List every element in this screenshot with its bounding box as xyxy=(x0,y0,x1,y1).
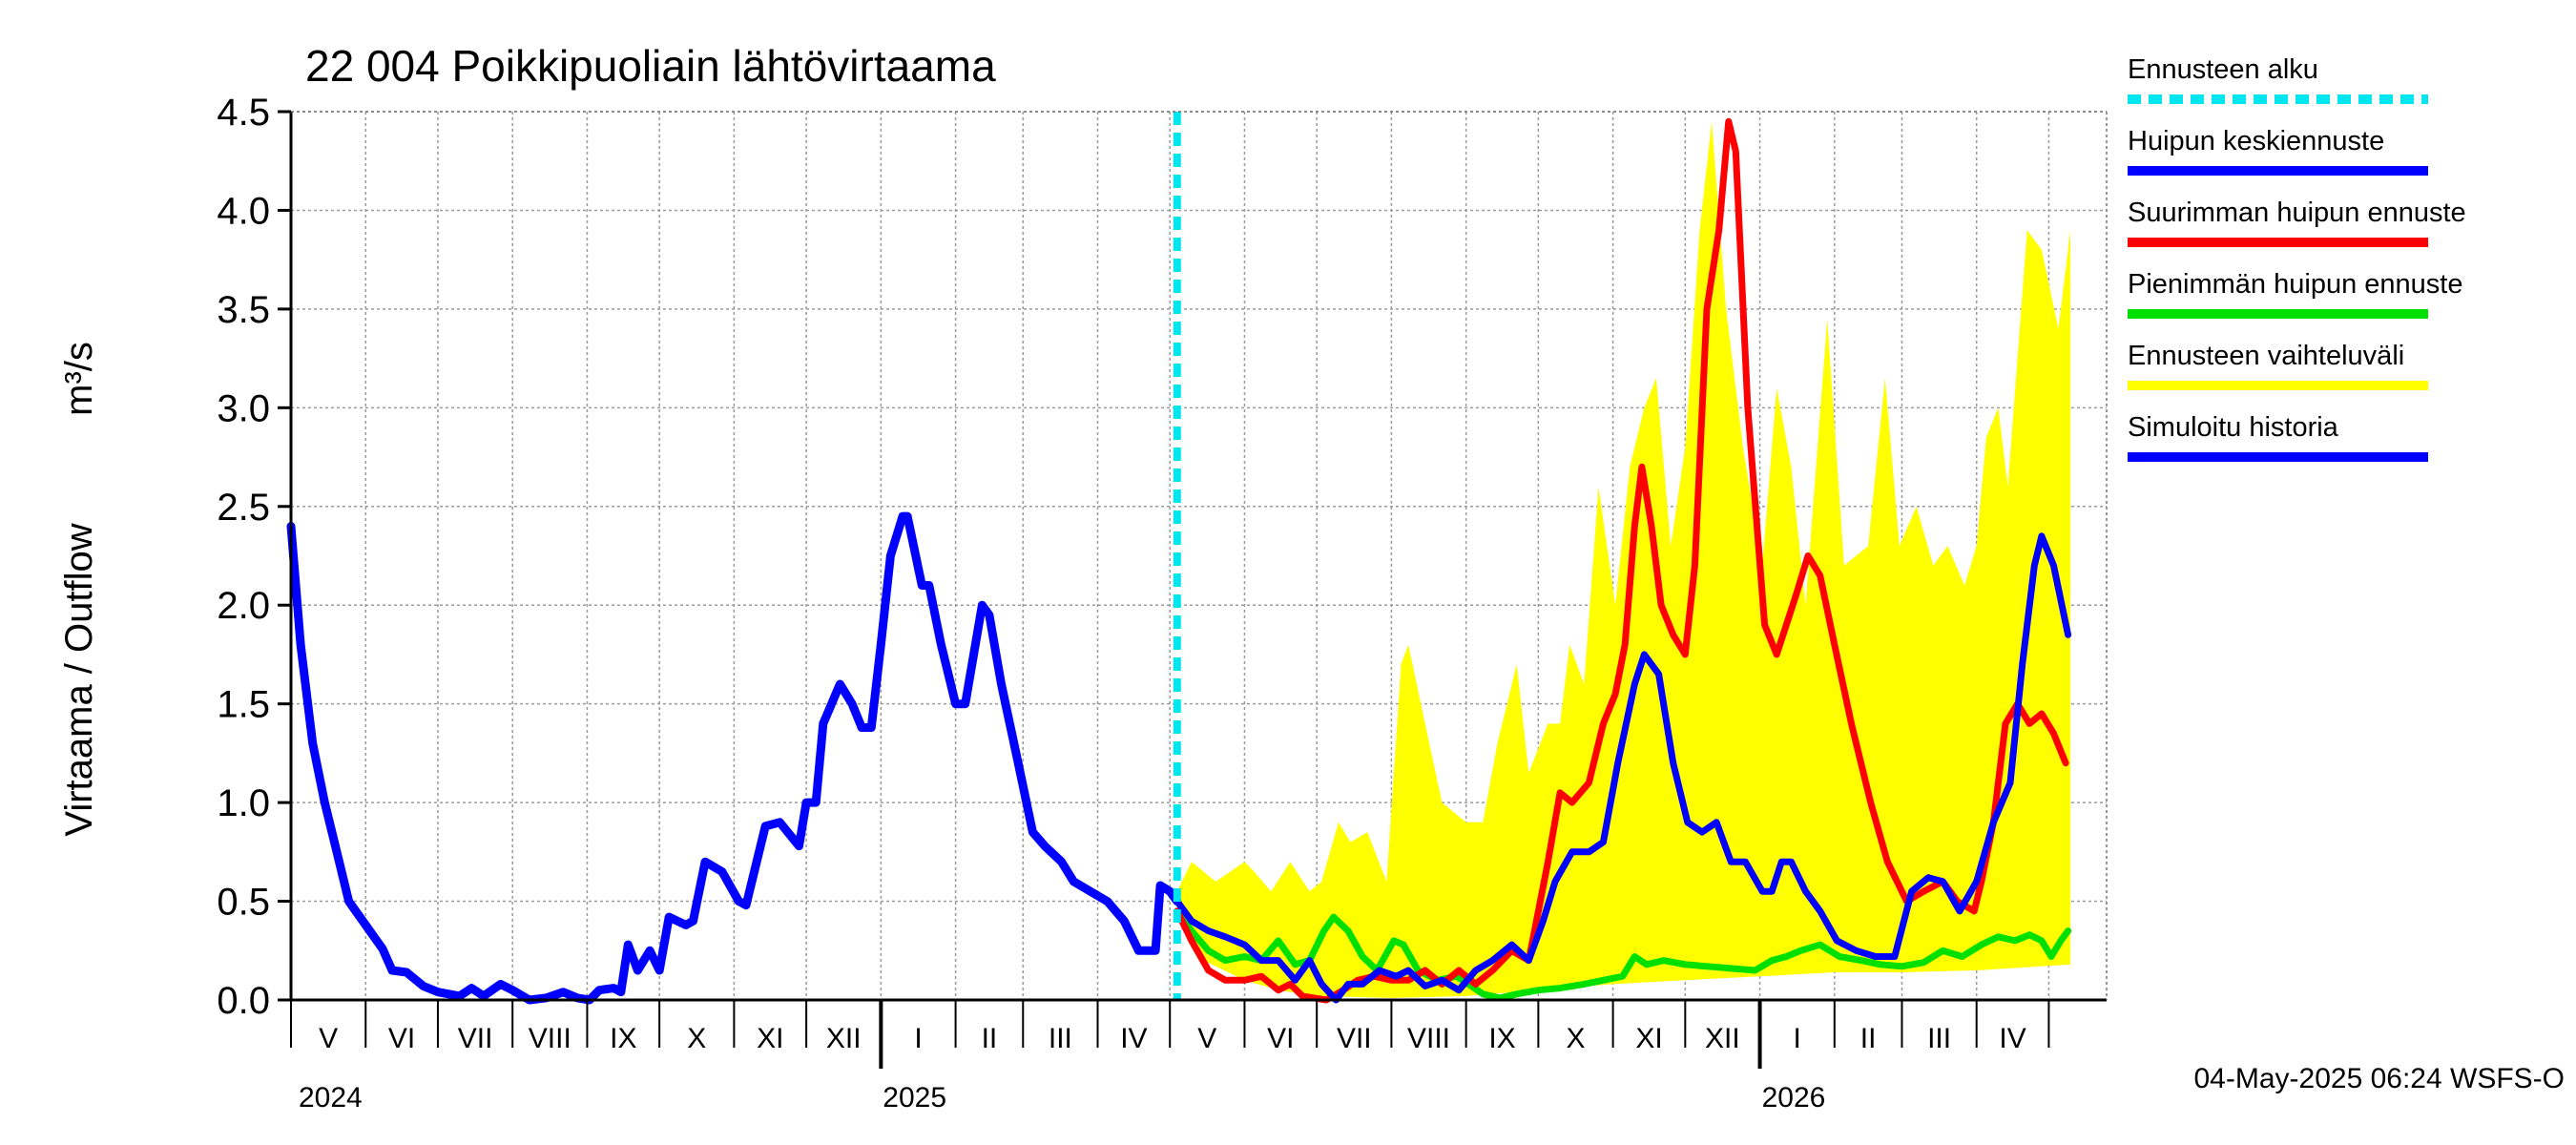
series-layer xyxy=(286,112,2072,1005)
legend-label: Ennusteen vaihteluväli xyxy=(2128,341,2404,371)
footer-timestamp: 04-May-2025 06:24 WSFS-O xyxy=(2194,1063,2566,1094)
x-month-label: XII xyxy=(826,1023,862,1054)
y-axis-label: Virtaama / Outflow xyxy=(58,523,100,836)
x-month-label: VIII xyxy=(1407,1023,1450,1054)
x-year-label: 2025 xyxy=(883,1082,946,1114)
series-min-forecast xyxy=(1174,907,2072,1002)
x-month-label: VI xyxy=(388,1023,415,1054)
x-month-label: IX xyxy=(610,1023,636,1054)
x-year-label: 2024 xyxy=(299,1082,363,1114)
x-month-label: VI xyxy=(1267,1023,1294,1054)
y-tick-label: 0.0 xyxy=(217,980,270,1022)
x-month-label: II xyxy=(1860,1023,1877,1054)
x-month-label: V xyxy=(319,1023,338,1054)
x-month-label: V xyxy=(1197,1023,1216,1054)
chart-title: 22 004 Poikkipuoliain lähtövirtaama xyxy=(305,41,996,91)
x-month-label: III xyxy=(1049,1023,1072,1054)
y-axis-unit: m³/s xyxy=(58,342,100,416)
legend-label: Suurimman huipun ennuste xyxy=(2128,198,2466,228)
x-month-label: XI xyxy=(1635,1023,1662,1054)
y-tick-label: 2.5 xyxy=(217,487,270,529)
x-month-label: XII xyxy=(1705,1023,1740,1054)
y-tick-label: 0.5 xyxy=(217,882,270,924)
x-month-label: VIII xyxy=(529,1023,571,1054)
legend-label: Huipun keskiennuste xyxy=(2128,126,2384,156)
x-month-label: X xyxy=(687,1023,706,1054)
x-year-label: 2026 xyxy=(1762,1082,1826,1114)
y-tick-label: 4.0 xyxy=(217,190,270,232)
y-tick-label: 3.0 xyxy=(217,387,270,429)
x-month-label: I xyxy=(1794,1023,1801,1054)
x-month-label: XI xyxy=(757,1023,783,1054)
legend-label: Pienimmän huipun ennuste xyxy=(2128,269,2462,300)
x-month-label: VII xyxy=(1337,1023,1372,1054)
x-month-label: III xyxy=(1927,1023,1951,1054)
x-month-label: IV xyxy=(1120,1023,1147,1054)
legend-label: Simuloitu historia xyxy=(2128,412,2339,443)
x-month-label: VII xyxy=(458,1023,493,1054)
forecast-range-band xyxy=(1176,121,2071,998)
range-band-area xyxy=(1176,121,2071,998)
x-month-label: IX xyxy=(1488,1023,1515,1054)
x-month-label: X xyxy=(1566,1023,1585,1054)
legend-label: Ennusteen alku xyxy=(2128,54,2318,85)
x-month-label: II xyxy=(982,1023,998,1054)
y-tick-label: 1.5 xyxy=(217,684,270,726)
axes: 0.00.51.01.52.02.53.03.54.04.5V VI VII VIII… xyxy=(217,92,2108,1114)
x-month-label: IV xyxy=(1999,1023,2025,1054)
y-tick-label: 1.0 xyxy=(217,782,270,824)
series-simulated-history xyxy=(286,511,1182,1005)
y-tick-label: 2.0 xyxy=(217,585,270,627)
y-tick-label: 4.5 xyxy=(217,92,270,134)
series-median-forecast xyxy=(1174,532,2072,1004)
x-month-label: I xyxy=(914,1023,922,1054)
legend: Ennusteen alku Huipun keskiennuste Suurimm… xyxy=(2128,54,2466,462)
y-tick-label: 3.5 xyxy=(217,289,270,331)
